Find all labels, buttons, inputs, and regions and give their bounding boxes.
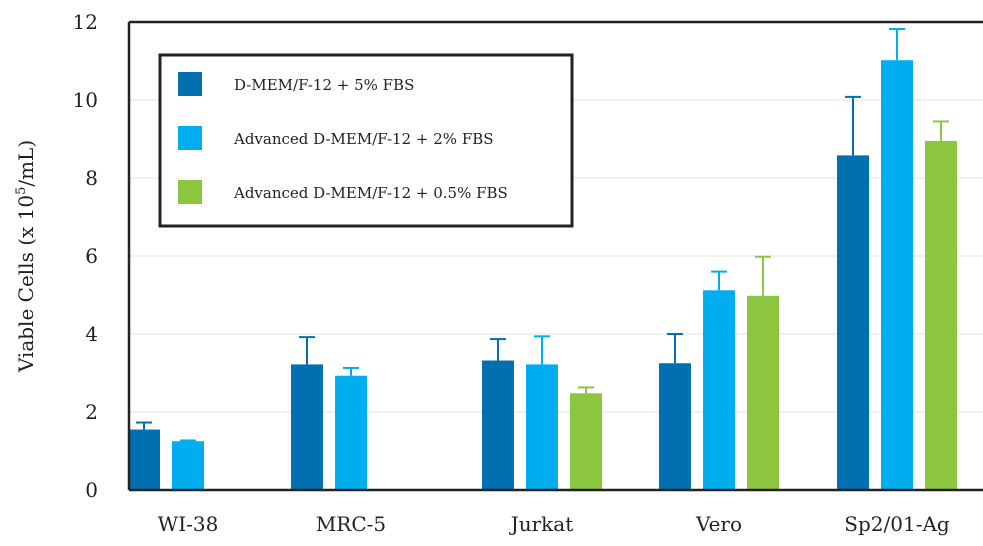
x-ticks: WI-38 MRC-5 Jurkat Vero Sp2/01-Ag (158, 512, 950, 536)
bars (128, 28, 957, 490)
y-tick-label: 10 (73, 88, 98, 112)
y-tick-label: 8 (85, 166, 98, 190)
bar (526, 364, 558, 490)
legend-swatch (178, 180, 202, 204)
bar (659, 363, 691, 490)
bar (570, 393, 602, 490)
y-axis-label-prefix: Viable Cells (x 10 (14, 195, 38, 373)
x-tick-label: WI-38 (158, 512, 219, 536)
bar (482, 360, 514, 490)
bar (881, 60, 913, 490)
bar (172, 441, 204, 490)
legend-label: Advanced D-MEM/F-12 + 2% FBS (233, 130, 494, 148)
legend-label: D-MEM/F-12 + 5% FBS (234, 76, 414, 94)
x-tick-label: MRC-5 (316, 512, 386, 536)
legend-swatch (178, 72, 202, 96)
legend: D-MEM/F-12 + 5% FBS Advanced D-MEM/F-12 +… (158, 53, 574, 228)
bar (703, 290, 735, 490)
y-ticks: 0 2 4 6 8 10 12 (73, 10, 98, 502)
bar (128, 429, 160, 490)
x-tick-label: Vero (695, 512, 742, 536)
x-tick-label: Sp2/01-Ag (844, 512, 950, 536)
bar (291, 364, 323, 490)
y-tick-label: 0 (85, 478, 98, 502)
bar (747, 295, 779, 490)
y-axis-label-superscript: 5 (14, 187, 29, 195)
bar (925, 140, 957, 490)
y-tick-label: 6 (85, 244, 98, 268)
legend-swatch (178, 126, 202, 150)
legend-label: Advanced D-MEM/F-12 + 0.5% FBS (233, 184, 508, 202)
bar (837, 155, 869, 490)
x-tick-label: Jurkat (509, 512, 574, 536)
y-axis-label: Viable Cells (x 105/mL) (14, 140, 38, 373)
y-tick-label: 4 (85, 322, 98, 346)
legend-box (158, 53, 574, 228)
y-tick-label: 2 (85, 400, 98, 424)
y-axis-label-suffix: /mL) (14, 140, 38, 187)
y-tick-label: 12 (73, 10, 98, 34)
axes (127, 20, 983, 492)
bar (335, 375, 367, 490)
